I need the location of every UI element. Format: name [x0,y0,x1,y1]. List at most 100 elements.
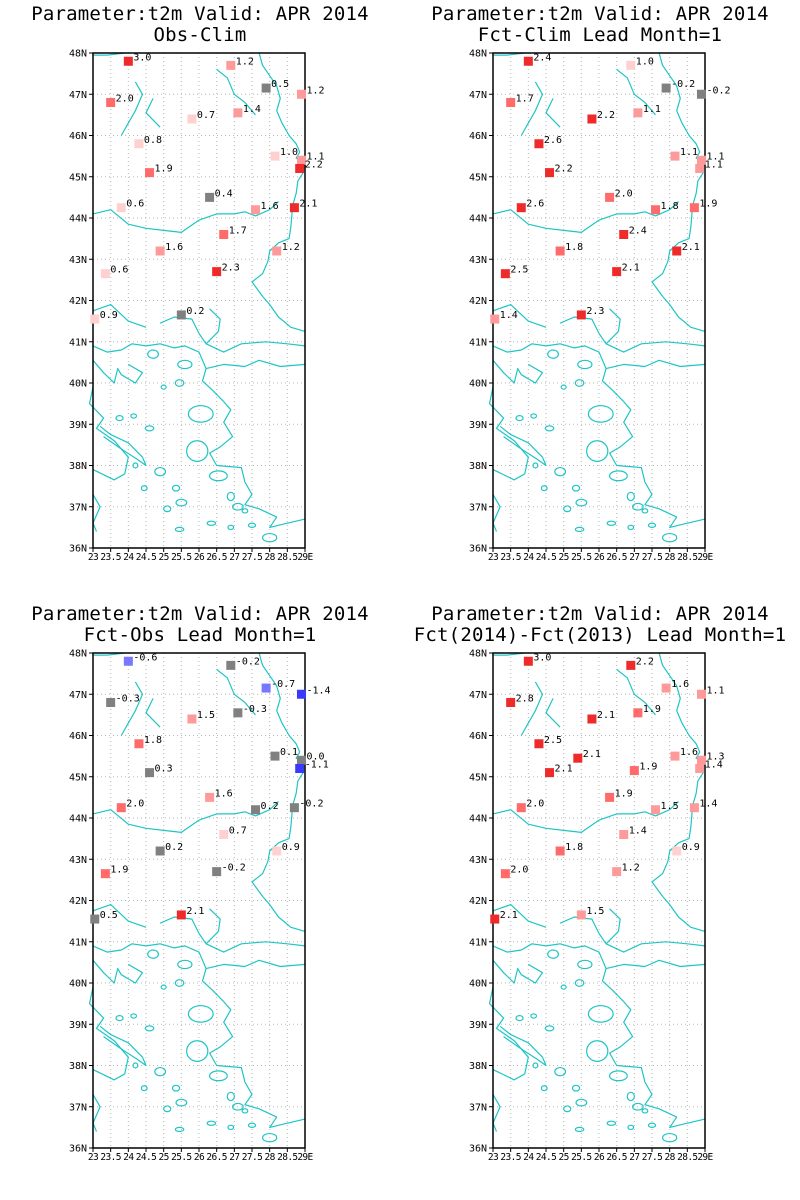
station-marker [187,114,197,124]
station-value-label: -0.3 [243,704,267,715]
station-marker [696,155,706,165]
lat-tick-label: 42N [69,896,87,907]
coastline [545,698,561,728]
station-value-label: 2.1 [622,263,640,274]
station-value-label: 3.0 [133,52,151,63]
coastline [616,669,656,716]
stations: -0.6 -0.2 -0.7 -1.4 -0.3 1.5 -0.3 1.8 0.1 0.0-1.1… [90,652,331,924]
lat-tick-label: 47N [69,90,87,101]
station-marker [219,230,229,239]
station-map: 48N47N46N45N44N43N42N41N40N39N38N37N36N2… [469,649,725,1164]
station-value-label: 2.0 [126,799,144,810]
station-value-label: 1.7 [516,94,534,105]
lon-tick-label: 24.5 [536,552,556,563]
lon-tick-label: 25 [559,1152,569,1163]
station-value-label: 1.9 [110,865,128,876]
station-value-label: 2.2 [305,160,323,171]
station-value-label: 2.1 [299,199,317,210]
map-panel-obs-clim: Parameter:t2m Valid: APR 2014 Obs-Clim 4… [0,0,400,600]
station-marker [212,867,222,877]
station-value-label: 1.9 [643,704,661,715]
island [186,1040,209,1062]
island [209,1070,228,1082]
coastline [205,359,306,370]
station-value-label: 1.8 [565,242,583,253]
station-marker [295,764,305,773]
station-marker [633,108,643,118]
panel-title: Parameter:t2m Valid: APR 2014 [31,3,369,25]
station-marker [633,708,643,718]
coastline [492,343,612,390]
island [247,1122,257,1128]
lat-tick-label: 48N [469,649,487,660]
station-value-label: 0.3 [155,764,173,775]
island [174,526,185,533]
coastline [92,959,144,984]
station-value-label: -0.2 [299,799,323,810]
lon-tick-label: 27 [229,1152,239,1163]
coastline [492,959,544,984]
station-value-label: 2.8 [516,694,534,705]
station-marker [226,60,236,70]
station-value-label: -0.7 [271,679,295,690]
lat-tick-label: 44N [469,814,487,825]
panel-title: Parameter:t2m Valid: APR 2014 [431,603,769,625]
station-value-label: 0.9 [282,842,300,853]
lat-tick-label: 48N [469,49,487,60]
station-marker [573,753,583,763]
station-marker [100,869,110,879]
station-value-label: 1.5 [586,906,604,917]
lat-tick-label: 46N [69,131,87,142]
station-marker [612,867,622,877]
station-marker [289,203,299,213]
lat-tick-label: 38N [469,1061,487,1072]
island [261,532,278,543]
lat-tick-label: 41N [469,937,487,948]
station-marker [123,656,133,666]
station-marker [651,805,661,815]
station-marker [626,60,636,70]
lon-tick-label: 23 [88,1152,98,1163]
station-value-label: 0.1 [280,747,298,758]
station-value-label: 0.5 [100,910,118,921]
station-marker [123,56,133,66]
lon-tick-label: 23.5 [100,552,120,563]
station-marker [106,698,116,707]
lon-tick-label: 24.5 [536,1152,556,1163]
island [206,1120,217,1126]
lat-tick-label: 45N [69,172,87,183]
lon-tick-label: 27.5 [642,552,662,563]
island [226,1091,235,1102]
coastline [92,343,212,390]
station-value-label: 1.6 [261,201,279,212]
station-marker [545,168,555,178]
lon-tick-label: 28.5 [677,1152,697,1163]
island [641,1108,649,1114]
island [231,1102,244,1111]
lat-tick-label: 40N [69,379,87,390]
island [626,491,635,502]
coastline [609,388,706,529]
station-value-label: 0.4 [215,188,233,199]
coastline [251,52,306,332]
island [571,484,581,492]
panel-subtitle: Obs-Clim [153,24,247,46]
station-marker [205,192,215,202]
coastline [488,986,529,1081]
station-marker [516,203,526,213]
station-marker [272,246,282,256]
island [575,1098,588,1107]
stations: 2.4 1.0-0.2-0.21.72.21.12.61.1 1.11.12.22.… [490,52,731,324]
station-marker [490,914,500,924]
lon-tick-label: 26.5 [206,552,226,563]
station-marker [90,314,100,324]
station-value-label: 1.1 [705,160,723,171]
island [560,384,567,390]
station-marker [270,751,280,761]
island [609,470,628,482]
station-marker [251,805,261,815]
island [226,491,235,502]
lat-tick-label: 36N [469,544,487,555]
island [186,440,209,462]
lat-tick-label: 38N [469,461,487,472]
